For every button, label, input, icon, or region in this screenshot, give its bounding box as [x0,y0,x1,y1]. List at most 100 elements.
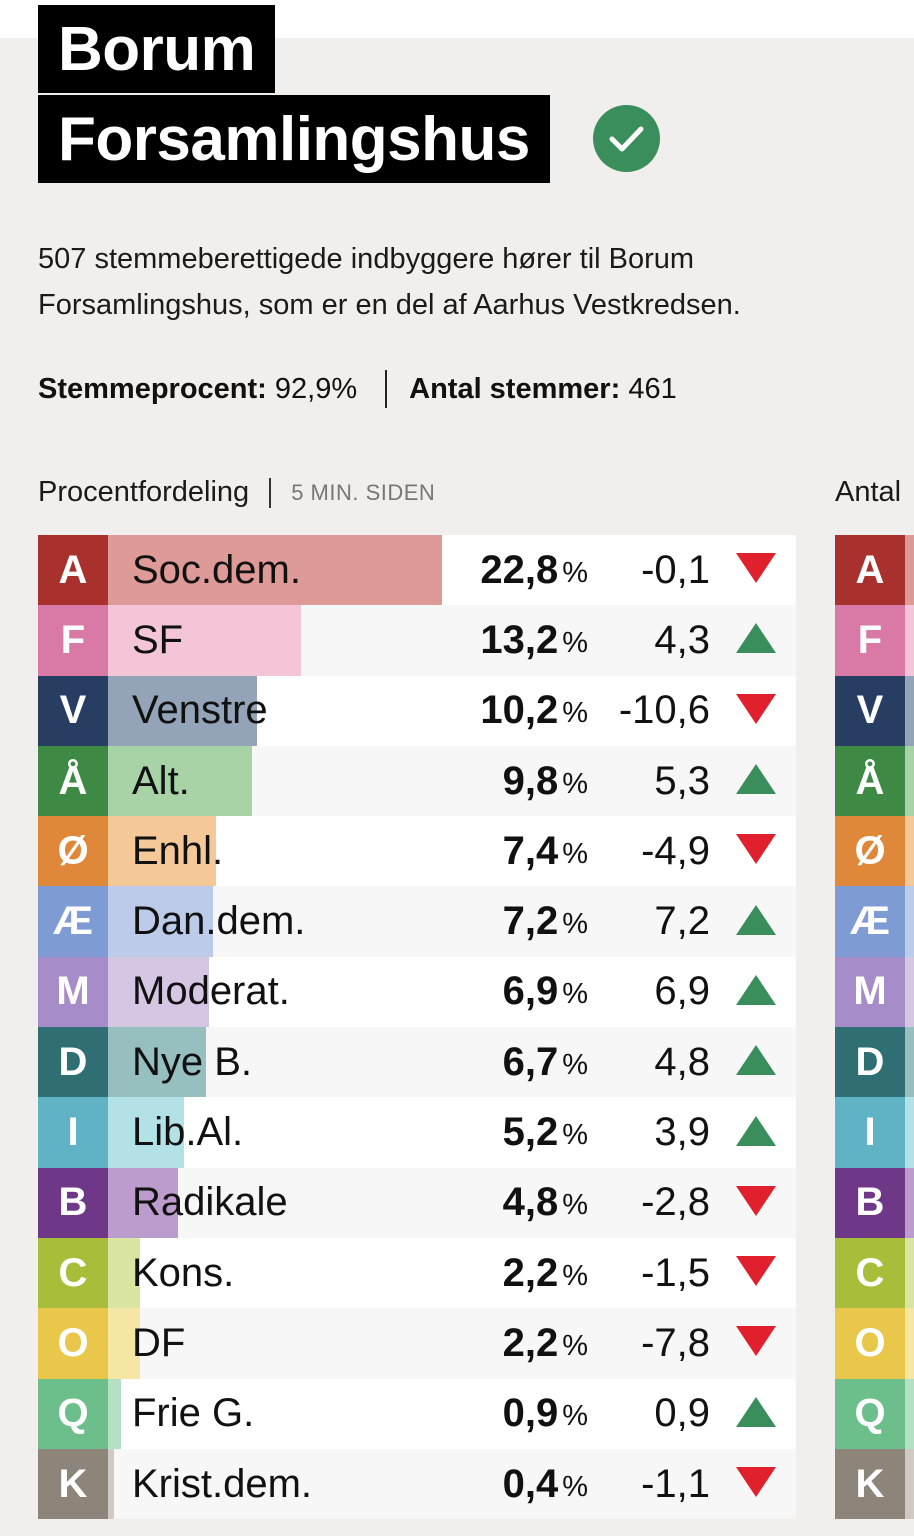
party-name: Moderat. [132,969,290,1014]
party-change: -4,9 [641,828,710,873]
percentage-unit: % [562,1400,588,1433]
percentage-bar [108,1308,140,1379]
row-background [108,1237,796,1309]
party-percentage: 0,4% [503,1449,588,1519]
percentage-unit: % [562,1259,588,1292]
turnout-label: Stemmeprocent: [38,372,267,405]
votes-bar [905,1097,914,1168]
party-row[interactable]: Æ Dan.dem. 7,2% 7,2 [38,886,796,957]
percentage-value: 4,8 [502,1180,559,1225]
turnout-stats: Stemmeprocent: 92,9% Antal stemmer: 461 [38,370,677,408]
percentage-value: 2,2 [502,1250,559,1295]
percentage-bar [108,1027,206,1098]
party-row[interactable]: B Radikale 4,8% -2,8 [38,1167,796,1238]
percentage-bar [108,1167,178,1238]
votes-bar [905,1378,914,1449]
party-letter: Ø [38,816,108,887]
percentage-bar [108,745,252,817]
party-change: -10,6 [618,688,710,733]
antal-row[interactable]: M [835,956,914,1028]
party-percentage: 6,7% [503,1027,588,1097]
party-percentage: 5,2% [503,1097,588,1167]
percentage-unit: % [562,1470,588,1503]
antal-row[interactable]: O [835,1308,914,1379]
party-letter: F [835,605,905,676]
party-letter: Ø [835,816,905,887]
antal-row[interactable]: I [835,1097,914,1168]
antal-row[interactable]: A [835,535,914,606]
party-row[interactable]: I Lib.Al. 5,2% 3,9 [38,1097,796,1168]
party-letter: C [38,1237,108,1309]
antal-row[interactable]: Å [835,745,914,817]
party-name: Alt. [132,758,190,803]
row-background [108,1308,796,1379]
party-row[interactable]: Å Alt. 9,8% 5,3 [38,745,796,817]
party-row[interactable]: M Moderat. 6,9% 6,9 [38,956,796,1028]
antal-row[interactable]: V [835,675,914,746]
percentage-bar [108,535,442,606]
party-row[interactable]: V Venstre 10,2% -10,6 [38,675,796,746]
party-letter: I [38,1097,108,1168]
party-letter: Q [835,1378,905,1449]
party-percentage: 6,9% [503,957,588,1027]
row-background [108,1097,796,1168]
antal-row[interactable]: Ø [835,816,914,887]
party-row[interactable]: Ø Enhl. 7,4% -4,9 [38,816,796,887]
antal-row[interactable]: K [835,1448,914,1520]
party-row[interactable]: F SF 13,2% 4,3 [38,605,796,676]
section-title: Procentfordeling [38,476,250,508]
party-change: 6,9 [654,969,710,1014]
party-percentage: 10,2% [480,676,588,746]
party-letter: B [38,1167,108,1238]
votes-bar [905,816,914,887]
votes-bar [905,535,914,606]
arrow-up-icon [736,764,776,795]
antal-row[interactable]: D [835,1027,914,1098]
party-row[interactable]: C Kons. 2,2% -1,5 [38,1237,796,1309]
antal-row[interactable]: Æ [835,886,914,957]
party-letter: M [38,956,108,1028]
page-title-line-1: Borum [38,5,276,93]
antal-row[interactable]: Q [835,1378,914,1449]
percentage-unit: % [562,908,588,941]
party-row[interactable]: A Soc.dem. 22,8% -0,1 [38,535,796,606]
party-name: DF [132,1320,186,1365]
party-row[interactable]: Q Frie G. 0,9% 0,9 [38,1378,796,1449]
percentage-value: 7,4 [502,828,559,873]
percentage-unit: % [562,1048,588,1081]
party-change: 5,3 [654,758,710,803]
arrow-up-icon [736,1045,776,1076]
antal-row[interactable]: C [835,1237,914,1309]
party-percentage: 7,2% [503,886,588,956]
votes-bar [905,956,914,1028]
party-name: Soc.dem. [132,547,301,592]
row-background [108,1448,796,1520]
turnout-value: 92,9% [274,372,358,405]
antal-row[interactable]: B [835,1167,914,1238]
row-background [108,816,796,887]
party-letter: Å [38,745,108,817]
party-letter: I [835,1097,905,1168]
arrow-up-icon [736,1396,776,1427]
antal-section-title[interactable]: Antal [835,476,902,508]
party-letter: Æ [38,886,108,957]
party-name: Krist.dem. [132,1461,313,1506]
party-row[interactable]: D Nye B. 6,7% 4,8 [38,1027,796,1098]
party-name: Venstre [132,688,268,733]
percentage-unit: % [562,1119,588,1152]
antal-row[interactable]: F [835,605,914,676]
party-letter: M [835,956,905,1028]
party-row[interactable]: O DF 2,2% -7,8 [38,1308,796,1379]
row-background [108,1167,796,1238]
row-background [108,886,796,957]
percentage-bar [108,1378,121,1449]
party-letter: D [38,1027,108,1098]
party-row[interactable]: K Krist.dem. 0,4% -1,1 [38,1448,796,1520]
party-change: 0,9 [654,1391,710,1436]
percentage-unit: % [562,626,588,659]
arrow-down-icon [736,1185,776,1216]
votes-bar [905,675,914,746]
party-name: Kons. [132,1250,235,1295]
party-letter: O [38,1308,108,1379]
